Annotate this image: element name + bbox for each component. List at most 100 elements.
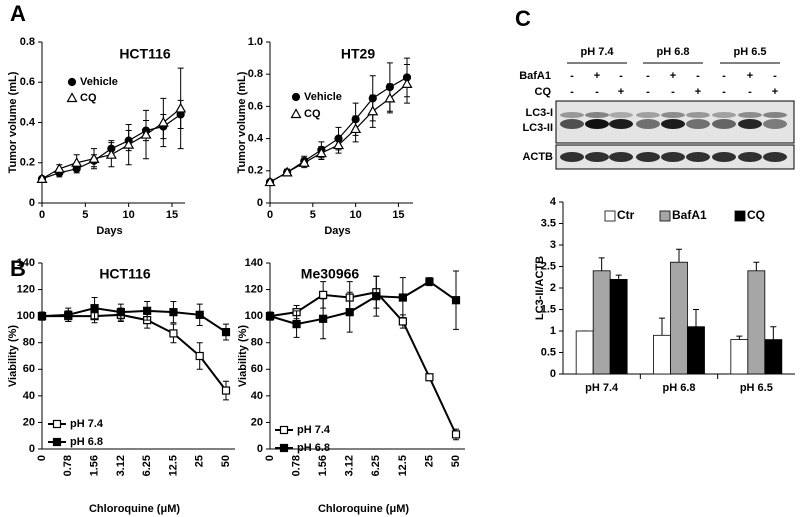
x-tick-label: 1.56 bbox=[317, 455, 329, 476]
marker bbox=[116, 308, 125, 317]
legend-marker bbox=[290, 108, 302, 119]
legend-label: Vehicle bbox=[80, 76, 118, 88]
bar bbox=[653, 334, 671, 375]
marker bbox=[265, 312, 275, 321]
blot-band-label: LC3-I bbox=[526, 107, 554, 119]
blot-sign: - bbox=[722, 70, 726, 82]
y-tick-label: 0 bbox=[257, 197, 263, 209]
y-tick-label: 80 bbox=[23, 337, 35, 349]
marker bbox=[425, 277, 434, 286]
error-bar bbox=[770, 326, 777, 340]
legend-label: pH 6.8 bbox=[70, 436, 103, 448]
x-tick-label: 25 bbox=[194, 455, 206, 467]
panel-label: B bbox=[10, 256, 26, 281]
marker bbox=[90, 304, 99, 313]
y-tick-label: 0.2 bbox=[248, 165, 263, 177]
marker bbox=[332, 139, 345, 150]
x-tick-label: 10 bbox=[350, 209, 362, 221]
y-tick-label: 2 bbox=[550, 282, 556, 294]
y-tick-label: 0.8 bbox=[20, 36, 35, 48]
y-tick-label: 0.6 bbox=[20, 76, 35, 88]
blot-sign: - bbox=[722, 86, 726, 98]
band bbox=[636, 119, 660, 129]
y-tick-label: 0 bbox=[550, 368, 556, 380]
marker bbox=[292, 320, 301, 329]
y-tick-label: 4 bbox=[550, 196, 557, 208]
y-axis-label: LC3-II/ACTB bbox=[534, 256, 546, 320]
y-tick-label: 0 bbox=[29, 443, 35, 455]
band bbox=[609, 112, 633, 118]
y-axis-label: Viability (%) bbox=[7, 325, 19, 387]
band bbox=[763, 152, 787, 162]
marker bbox=[367, 105, 379, 116]
x-tick-label: pH 7.4 bbox=[585, 382, 619, 394]
bar bbox=[687, 326, 705, 375]
series-line bbox=[41, 307, 227, 333]
x-tick-label: 0.78 bbox=[290, 455, 302, 476]
y-tick-label: 3 bbox=[550, 239, 556, 251]
marker bbox=[319, 314, 328, 323]
blot-group-label: pH 6.5 bbox=[733, 46, 766, 58]
error-bar bbox=[659, 317, 665, 336]
error-bar bbox=[753, 261, 760, 271]
bar bbox=[764, 339, 783, 375]
marker bbox=[71, 157, 83, 167]
y-tick-label: 0.6 bbox=[248, 100, 263, 112]
bar bbox=[747, 270, 766, 375]
x-tick-label: 50 bbox=[220, 455, 232, 467]
series-line bbox=[269, 280, 457, 326]
band bbox=[585, 112, 609, 118]
marker bbox=[37, 312, 47, 321]
legend-marker bbox=[66, 92, 78, 103]
x-tick-label: 1.56 bbox=[88, 455, 100, 476]
legend-label: BafA1 bbox=[672, 208, 707, 222]
y-tick-label: 100 bbox=[17, 310, 35, 322]
marker bbox=[195, 351, 204, 361]
x-tick-label: 15 bbox=[166, 209, 178, 221]
x-tick-label: 0 bbox=[267, 209, 273, 221]
marker bbox=[315, 147, 327, 158]
x-tick-label: pH 6.8 bbox=[662, 382, 695, 394]
blot-sign: + bbox=[618, 86, 624, 98]
x-tick-label: 25 bbox=[423, 455, 435, 467]
blot-sign: - bbox=[619, 70, 623, 82]
blot-sign: + bbox=[594, 70, 600, 82]
y-tick-label: 60 bbox=[23, 363, 35, 375]
blot-sign: + bbox=[695, 86, 701, 98]
bar bbox=[730, 339, 749, 375]
marker bbox=[398, 317, 407, 326]
band bbox=[636, 152, 660, 162]
x-tick-label: 50 bbox=[450, 455, 462, 467]
panel-label: C bbox=[515, 6, 531, 31]
y-tick-label: 120 bbox=[17, 283, 35, 295]
y-tick-label: 1 bbox=[550, 325, 556, 337]
y-tick-label: 0.4 bbox=[248, 133, 264, 145]
blot-sign: - bbox=[671, 86, 675, 98]
legend-label: CQ bbox=[304, 108, 321, 120]
x-tick-label: 12.5 bbox=[167, 455, 179, 476]
y-tick-label: 3.5 bbox=[541, 217, 556, 229]
series-line bbox=[269, 291, 457, 435]
legend-swatch bbox=[659, 210, 671, 222]
blot-sign: - bbox=[696, 70, 700, 82]
x-tick-label: 5 bbox=[310, 209, 316, 221]
marker bbox=[88, 153, 100, 163]
x-axis-label: Chloroquine (μM) bbox=[318, 503, 409, 515]
marker bbox=[425, 373, 434, 382]
y-axis-label: Tumor volume (mL) bbox=[7, 71, 19, 173]
blot-sign: + bbox=[772, 86, 778, 98]
marker bbox=[345, 308, 354, 317]
marker bbox=[123, 138, 135, 149]
blot-sign: - bbox=[773, 70, 777, 82]
y-tick-label: 80 bbox=[251, 337, 263, 349]
x-tick-label: 0 bbox=[39, 209, 45, 221]
y-tick-label: 100 bbox=[245, 310, 263, 322]
marker bbox=[169, 329, 178, 338]
y-tick-label: 140 bbox=[17, 257, 35, 269]
marker bbox=[384, 92, 396, 103]
x-tick-label: pH 6.5 bbox=[740, 382, 773, 394]
band bbox=[763, 119, 787, 129]
x-tick-label: 6.25 bbox=[370, 455, 382, 476]
y-tick-label: 1.0 bbox=[248, 36, 263, 48]
blot-sign: - bbox=[646, 70, 650, 82]
